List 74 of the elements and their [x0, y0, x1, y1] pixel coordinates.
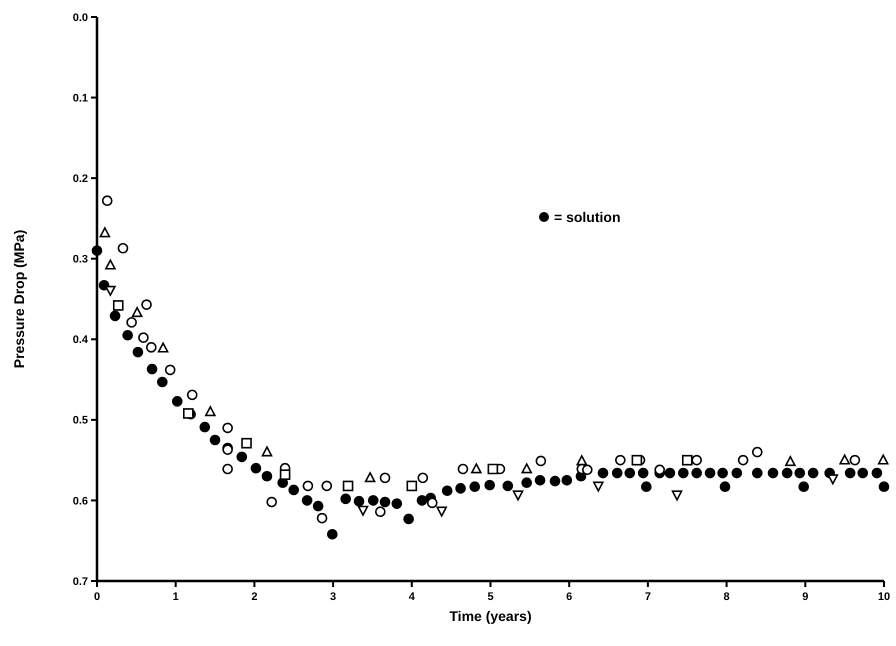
point: [146, 342, 157, 353]
y-axis-title: Pressure Drop (MPa): [11, 230, 27, 368]
point: [471, 463, 482, 474]
point: [358, 506, 368, 516]
point: [322, 480, 332, 492]
point: [512, 490, 524, 501]
x-tick-label: 1: [172, 591, 179, 603]
y-tick-label: 0.3: [72, 254, 88, 266]
point: [785, 456, 796, 466]
point: [182, 408, 194, 419]
point: [691, 454, 702, 466]
point: [102, 195, 113, 206]
legend-label: = solution: [554, 208, 620, 225]
x-tick-label: 2: [251, 591, 258, 603]
point: [302, 480, 314, 492]
point: [132, 306, 142, 318]
x-tick-label: 7: [644, 591, 651, 603]
point: [738, 454, 748, 466]
y-tick-label: 0.6: [72, 495, 88, 508]
point: [112, 300, 124, 311]
y-tick-label: 0.4: [72, 334, 89, 346]
point: [752, 446, 763, 458]
point: [316, 512, 328, 524]
point: [262, 446, 272, 456]
x-tick-label: 5: [487, 591, 494, 603]
x-tick-label: 4: [408, 591, 416, 603]
point: [615, 454, 626, 466]
point: [280, 469, 290, 480]
point: [241, 438, 252, 449]
point: [593, 482, 604, 492]
point: [406, 480, 418, 492]
y-tick-label: 0.5: [72, 414, 88, 427]
point: [164, 364, 176, 376]
x-tick-label: 10: [878, 591, 890, 603]
point: [839, 454, 850, 465]
x-axis-title: Time (years): [449, 608, 532, 624]
y-tick-label: 0.2: [72, 172, 88, 185]
point: [138, 332, 149, 343]
y-tick-label: 0.0: [72, 12, 88, 24]
point: [582, 464, 593, 476]
point: [878, 454, 889, 465]
x-tick-label: 6: [566, 591, 572, 603]
x-tick-label: 9: [802, 591, 808, 603]
point: [426, 498, 438, 508]
point: [436, 506, 448, 517]
point: [672, 490, 682, 501]
point: [126, 317, 137, 328]
point: [418, 472, 428, 484]
point: [521, 463, 532, 474]
point: [850, 454, 860, 466]
point: [186, 390, 198, 400]
point: [458, 464, 468, 474]
point: [632, 454, 642, 466]
point: [100, 227, 110, 238]
point: [536, 456, 546, 466]
point: [118, 242, 128, 254]
point: [375, 506, 386, 518]
y-tick-label: 0.1: [72, 92, 88, 104]
y-tick-label: 0.7: [72, 576, 88, 588]
point: [205, 406, 216, 416]
x-tick-label: 3: [330, 591, 336, 603]
point: [222, 422, 233, 434]
point: [266, 496, 278, 508]
point: [364, 472, 376, 482]
point: [105, 259, 116, 270]
x-tick-label: 0: [94, 591, 100, 603]
point: [342, 480, 354, 492]
point: [488, 464, 498, 474]
point: [380, 472, 390, 484]
x-tick-label: 8: [724, 591, 730, 603]
point: [682, 454, 693, 466]
point: [222, 464, 233, 474]
point: [141, 299, 152, 310]
point: [158, 342, 168, 353]
